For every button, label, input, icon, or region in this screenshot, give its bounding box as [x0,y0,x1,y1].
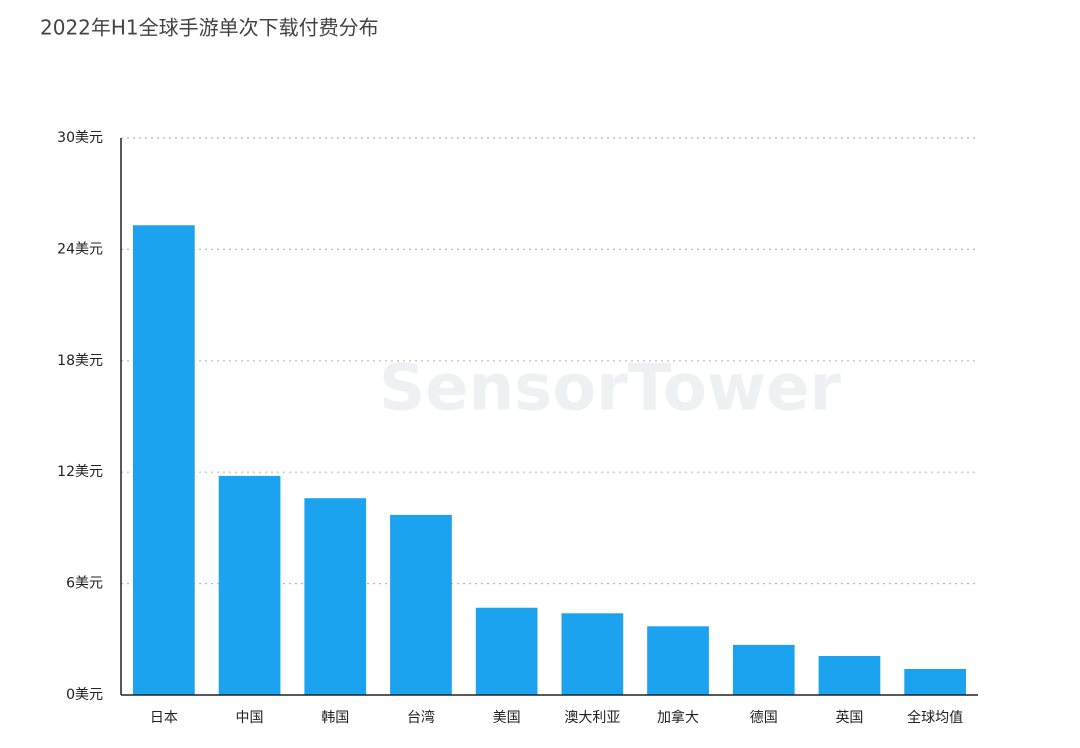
y-tick-label: 18美元 [57,353,103,369]
bar [304,498,367,695]
y-tick-label: 12美元 [57,464,103,480]
x-tick-label: 德国 [750,710,778,726]
bar [647,626,709,695]
watermark: SensorTower [379,352,841,426]
bar [732,644,795,695]
bar [904,669,967,695]
y-tick-label: 24美元 [57,241,103,257]
bar [818,656,881,695]
y-tick-label: 0美元 [66,687,103,703]
y-tick-label: 30美元 [57,130,103,146]
x-tick-label: 韩国 [321,710,349,726]
x-tick-label: 中国 [236,710,264,726]
x-tick-label: 英国 [835,709,863,726]
x-tick-label: 美国 [493,710,521,726]
bar [475,607,538,695]
bar [218,475,281,695]
bar [390,514,452,695]
y-tick-label: 6美元 [66,576,103,592]
x-tick-label: 日本 [150,710,178,726]
x-tick-label: 澳大利亚 [564,710,620,726]
x-tick-label: 全球均值 [907,709,963,726]
bar [132,225,195,695]
x-tick-label: 台湾 [407,709,435,726]
x-tick-label: 加拿大 [657,709,699,726]
bar [561,613,624,695]
chart-title: 2022年H1全球手游单次下载付费分布 [40,16,379,40]
